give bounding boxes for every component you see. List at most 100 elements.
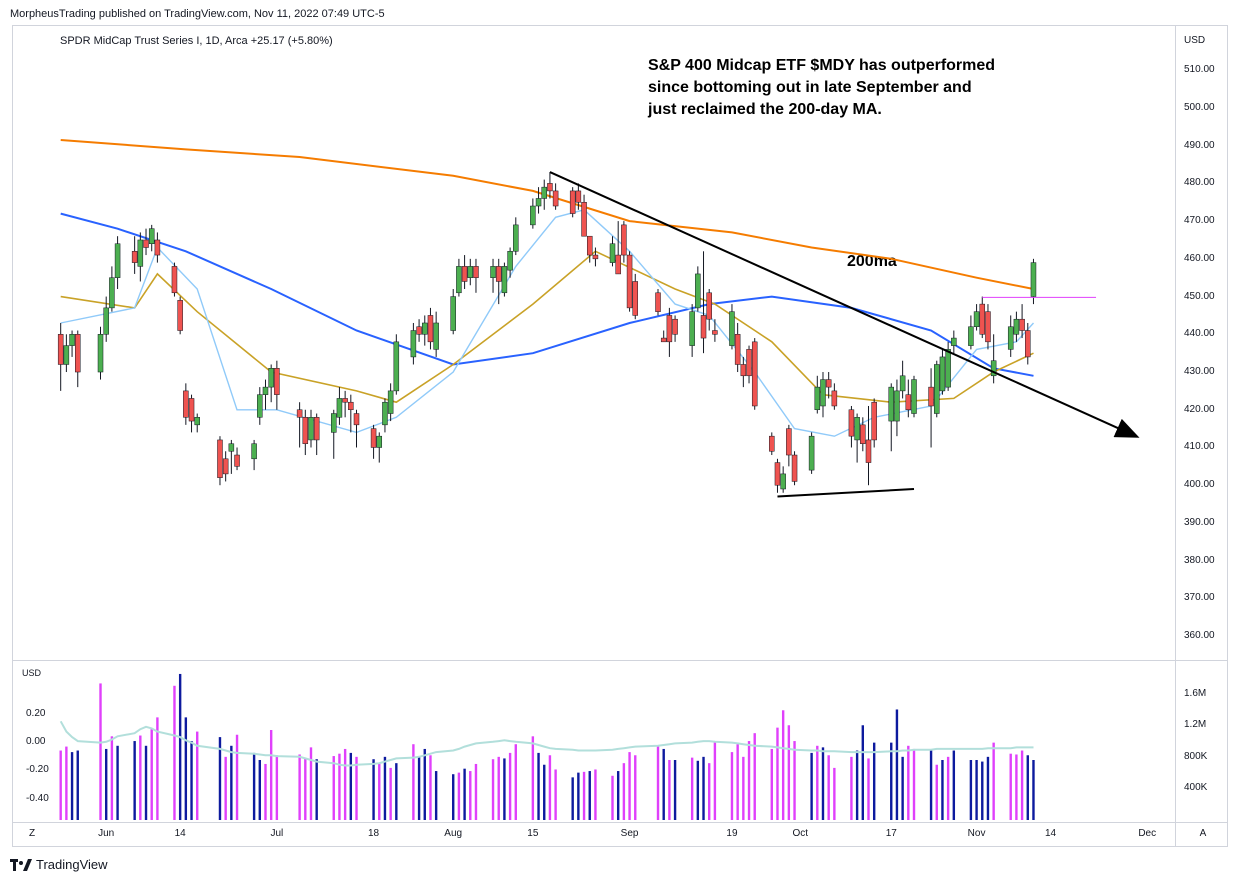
candle-body (945, 349, 951, 388)
price-tick-label: 470.00 (1184, 215, 1215, 227)
volume-bar (827, 755, 830, 820)
candle-body (581, 201, 587, 237)
volume-bar (736, 744, 739, 820)
candle-body (171, 266, 178, 294)
annotation-text: S&P 400 Midcap ETF $MDY has outperformed… (648, 55, 1068, 121)
candle-body (495, 266, 502, 282)
candle-body (228, 443, 235, 452)
auto-scale-button[interactable]: A (1199, 828, 1207, 839)
ma-line (60, 250, 1034, 404)
candle-body (695, 273, 701, 309)
candle-body (751, 341, 758, 407)
volume-bar (662, 748, 665, 820)
candle-body (222, 458, 229, 475)
volume-bar (986, 756, 990, 820)
candle-body (791, 454, 798, 482)
volume-tick-label: 400K (1184, 782, 1208, 794)
time-tick-label: Aug (444, 828, 463, 839)
candle-body (569, 190, 576, 214)
volume-bar (810, 752, 813, 820)
price-tick-label: 360.00 (1184, 630, 1215, 642)
volume-bar (628, 752, 631, 820)
candle-body (473, 266, 479, 278)
candle-body (507, 251, 513, 271)
candle-body (729, 311, 735, 346)
volume-bar (264, 763, 267, 820)
price-tick-label: 480.00 (1184, 177, 1215, 189)
volume-bar (469, 771, 472, 820)
volume-bar (372, 759, 375, 820)
volume-bar (429, 755, 432, 820)
osc-axis-unit: USD (22, 668, 42, 678)
volume-bar (230, 745, 233, 820)
volume-bar (156, 717, 159, 820)
candle-body (342, 398, 348, 403)
volume-bar (634, 755, 637, 820)
annotation-line: S&P 400 Midcap ETF $MDY has outperformed (648, 57, 996, 74)
candle-body (296, 409, 303, 418)
candle-body (467, 266, 474, 278)
candle-body (336, 398, 343, 418)
volume-bar (816, 745, 819, 820)
candle-body (541, 186, 547, 199)
candle-body (393, 341, 400, 392)
symbol-legend[interactable]: SPDR MidCap Trust Series I, 1D, Arca +25… (60, 35, 333, 47)
price-axis-unit: USD (1184, 35, 1206, 46)
volume-bar (133, 741, 136, 820)
candle-body (274, 368, 280, 395)
pane-separator[interactable] (12, 660, 1228, 661)
volume-bar (992, 742, 995, 820)
volume-bar (616, 771, 620, 820)
candle-body (137, 239, 144, 267)
volume-bar (747, 741, 751, 820)
volume-bar (190, 741, 193, 820)
volume-bar (890, 742, 893, 820)
osc-tick-label: -0.40 (26, 792, 49, 804)
candle-body (820, 379, 826, 407)
candle-body (370, 428, 377, 448)
price-tick-label: 500.00 (1184, 101, 1215, 113)
candle-body (825, 379, 832, 388)
time-tick-label: 14 (1044, 828, 1057, 839)
price-tick-label: 390.00 (1184, 516, 1215, 528)
candle-body (689, 311, 695, 346)
volume-bar (850, 756, 853, 820)
candle-body (114, 243, 121, 278)
volume-bar (787, 725, 791, 820)
time-tick-label: Sep (620, 828, 639, 839)
volume-bar (395, 763, 398, 820)
time-tick-label: Jun (98, 828, 115, 839)
candle-body (666, 315, 673, 343)
volume-bar (65, 746, 68, 820)
volume-bar (59, 750, 62, 820)
candle-body (490, 266, 496, 278)
volume-bar (833, 767, 836, 820)
brand[interactable]: TradingView (10, 857, 108, 872)
candle-body (1007, 326, 1014, 350)
candle-body (501, 266, 508, 294)
volume-bar (332, 756, 335, 820)
volume-bar (577, 772, 580, 820)
candle-body (97, 334, 104, 373)
price-tick-label: 370.00 (1184, 592, 1215, 604)
volume-bar (497, 756, 500, 820)
volume-bar (417, 756, 421, 820)
candle-body (427, 315, 434, 343)
osc-tick-label: 0.20 (26, 707, 46, 719)
volume-bar (178, 673, 182, 820)
candle-body (353, 413, 360, 426)
volume-bar (730, 752, 734, 820)
time-tick-label: 18 (368, 828, 380, 839)
zoom-button[interactable]: Z (28, 828, 36, 839)
ma-line (60, 212, 1034, 377)
volume-bar (981, 761, 984, 820)
annotation-line: just reclaimed the 200-day MA. (648, 101, 882, 118)
candle-body (706, 292, 712, 320)
trendline (549, 171, 1140, 438)
candle-body (911, 379, 917, 414)
price-tick-label: 380.00 (1184, 554, 1215, 566)
volume-bar (708, 763, 711, 820)
candle-body (302, 417, 309, 444)
candle-body (183, 390, 189, 418)
